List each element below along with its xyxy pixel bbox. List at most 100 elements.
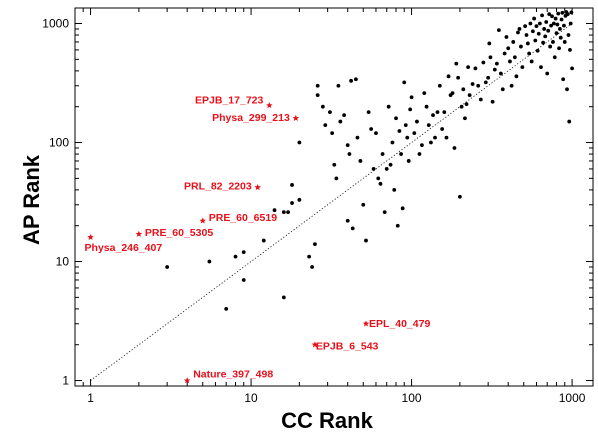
- data-point: [508, 59, 512, 64]
- data-point: [307, 254, 312, 259]
- data-point: [290, 201, 294, 205]
- data-point: [415, 119, 419, 124]
- x-tick-label: 100: [402, 391, 422, 405]
- data-point: [490, 99, 495, 104]
- highlight-star: [199, 217, 206, 224]
- data-point: [382, 210, 387, 215]
- data-point: [553, 16, 558, 21]
- data-point: [530, 29, 535, 34]
- data-point: [539, 65, 543, 70]
- data-point: [540, 13, 544, 18]
- highlight-star: [292, 114, 300, 121]
- data-point: [384, 167, 389, 171]
- data-point: [354, 77, 358, 82]
- data-point: [498, 71, 503, 76]
- plot-frame: [74, 7, 594, 387]
- highlight-star: [254, 183, 261, 191]
- data-point: [511, 40, 516, 44]
- data-point: [342, 113, 347, 117]
- data-point: [535, 48, 540, 53]
- data-point: [400, 206, 405, 211]
- data-point: [548, 44, 553, 49]
- data-point: [350, 226, 355, 231]
- data-point: [550, 14, 554, 19]
- data-point: [566, 33, 571, 37]
- data-point: [456, 75, 461, 80]
- highlight-star: [266, 102, 273, 109]
- data-point: [525, 41, 530, 46]
- data-point: [446, 74, 451, 79]
- data-point: [361, 202, 366, 207]
- data-point: [420, 143, 424, 148]
- data-point: [165, 265, 170, 269]
- data-point: [330, 131, 335, 136]
- data-point: [457, 194, 462, 199]
- data-point: [517, 27, 522, 31]
- data-point: [281, 295, 286, 300]
- data-point: [494, 61, 499, 66]
- data-point: [461, 87, 466, 92]
- data-point: [426, 123, 431, 128]
- data-point: [504, 35, 509, 39]
- data-point: [559, 17, 564, 22]
- data-point: [528, 21, 533, 26]
- data-point: [297, 197, 302, 202]
- data-point: [281, 210, 286, 215]
- data-point: [459, 104, 464, 109]
- x-tick-label: 1000: [559, 391, 586, 405]
- data-point: [509, 83, 514, 88]
- data-points: [165, 10, 574, 311]
- data-point: [487, 41, 492, 46]
- y-tick-label: 1000: [42, 17, 69, 31]
- data-point: [568, 48, 572, 52]
- annotation-label: PRE_60_5305: [145, 227, 213, 239]
- data-point: [463, 116, 467, 121]
- data-point: [466, 65, 471, 70]
- data-point: [551, 40, 555, 44]
- data-point: [429, 140, 433, 145]
- data-point: [516, 30, 520, 35]
- data-point: [406, 159, 411, 163]
- data-point: [440, 127, 445, 131]
- data-point: [560, 10, 565, 15]
- data-point: [565, 87, 569, 92]
- highlighted-points: EPJB_17_723 Physa_299_213 PRL_82_2203 PRE_6…: [85, 94, 430, 384]
- data-point: [544, 20, 549, 24]
- data-point: [542, 27, 547, 31]
- data-point: [395, 223, 400, 228]
- data-point: [554, 31, 559, 36]
- data-point: [345, 218, 350, 223]
- data-point: [558, 27, 562, 31]
- data-point: [473, 66, 478, 71]
- data-point: [412, 131, 417, 136]
- plot-border: [74, 7, 594, 387]
- data-point: [297, 140, 302, 145]
- data-point: [241, 250, 246, 255]
- data-point: [272, 208, 277, 213]
- y-axis-ticks: 1 10 100 1000: [42, 17, 593, 388]
- data-point: [402, 80, 407, 85]
- data-point: [450, 91, 455, 96]
- x-tick-label: 1: [87, 391, 94, 405]
- highlight-star: [87, 233, 94, 240]
- data-point: [371, 167, 376, 171]
- data-point: [336, 83, 341, 88]
- data-point: [399, 152, 403, 156]
- data-point: [315, 83, 320, 88]
- data-point: [558, 35, 563, 40]
- data-point: [476, 83, 481, 88]
- data-point: [496, 28, 501, 33]
- data-point: [464, 102, 469, 107]
- data-point: [224, 307, 229, 311]
- highlight-star: [183, 377, 191, 384]
- data-point: [527, 51, 532, 56]
- data-point: [376, 176, 381, 181]
- annotation-label: PRL_82_2203: [184, 180, 252, 192]
- data-point: [547, 12, 552, 16]
- x-tick-label: 10: [244, 391, 258, 405]
- data-point: [397, 129, 402, 133]
- data-point: [549, 23, 553, 28]
- data-point: [328, 110, 332, 115]
- data-point: [565, 12, 570, 16]
- data-point: [557, 46, 561, 51]
